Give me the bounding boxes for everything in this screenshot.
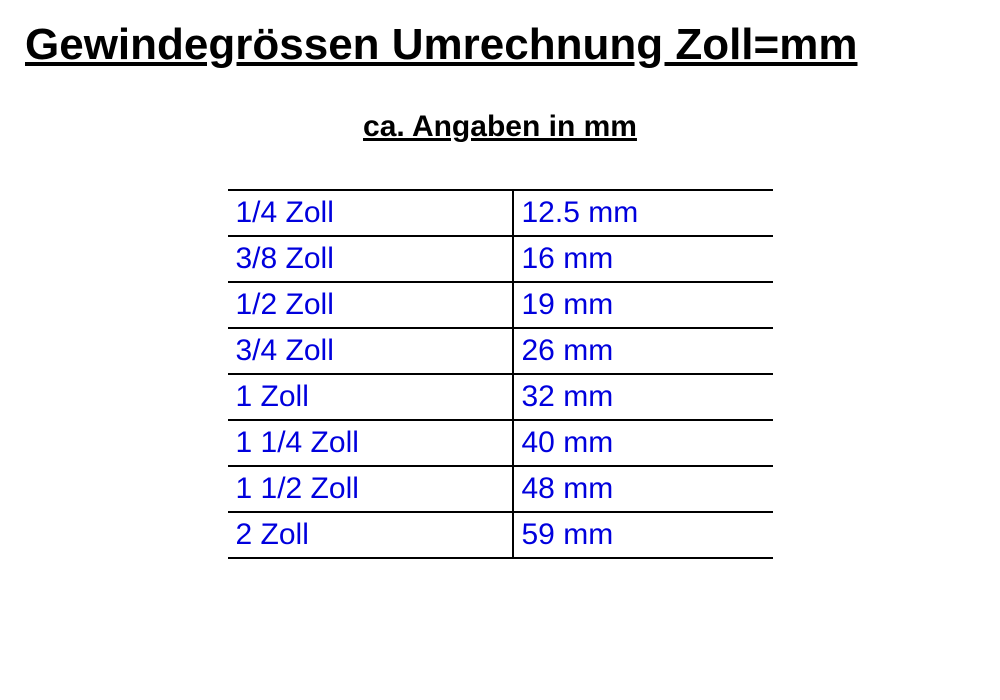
conversion-table: 1/4 Zoll 12.5 mm 3/8 Zoll 16 mm 1/2 Zoll… (228, 189, 773, 559)
cell-zoll: 1 1/4 Zoll (228, 420, 513, 466)
cell-zoll: 2 Zoll (228, 512, 513, 558)
cell-mm: 59 mm (513, 512, 773, 558)
cell-mm: 40 mm (513, 420, 773, 466)
page-subtitle: ca. Angaben in mm (25, 110, 975, 144)
table-row: 1 1/2 Zoll 48 mm (228, 466, 773, 512)
table-row: 1 Zoll 32 mm (228, 374, 773, 420)
table-row: 3/8 Zoll 16 mm (228, 236, 773, 282)
table-row: 1 1/4 Zoll 40 mm (228, 420, 773, 466)
cell-zoll: 3/8 Zoll (228, 236, 513, 282)
table-container: 1/4 Zoll 12.5 mm 3/8 Zoll 16 mm 1/2 Zoll… (25, 189, 975, 559)
page-title: Gewindegrössen Umrechnung Zoll=mm (25, 20, 975, 70)
cell-mm: 12.5 mm (513, 190, 773, 236)
table-row: 1/4 Zoll 12.5 mm (228, 190, 773, 236)
cell-mm: 32 mm (513, 374, 773, 420)
cell-zoll: 3/4 Zoll (228, 328, 513, 374)
table-row: 1/2 Zoll 19 mm (228, 282, 773, 328)
cell-zoll: 1 1/2 Zoll (228, 466, 513, 512)
table-row: 3/4 Zoll 26 mm (228, 328, 773, 374)
cell-zoll: 1/4 Zoll (228, 190, 513, 236)
cell-zoll: 1 Zoll (228, 374, 513, 420)
cell-mm: 16 mm (513, 236, 773, 282)
cell-mm: 19 mm (513, 282, 773, 328)
cell-mm: 26 mm (513, 328, 773, 374)
table-row: 2 Zoll 59 mm (228, 512, 773, 558)
cell-zoll: 1/2 Zoll (228, 282, 513, 328)
cell-mm: 48 mm (513, 466, 773, 512)
